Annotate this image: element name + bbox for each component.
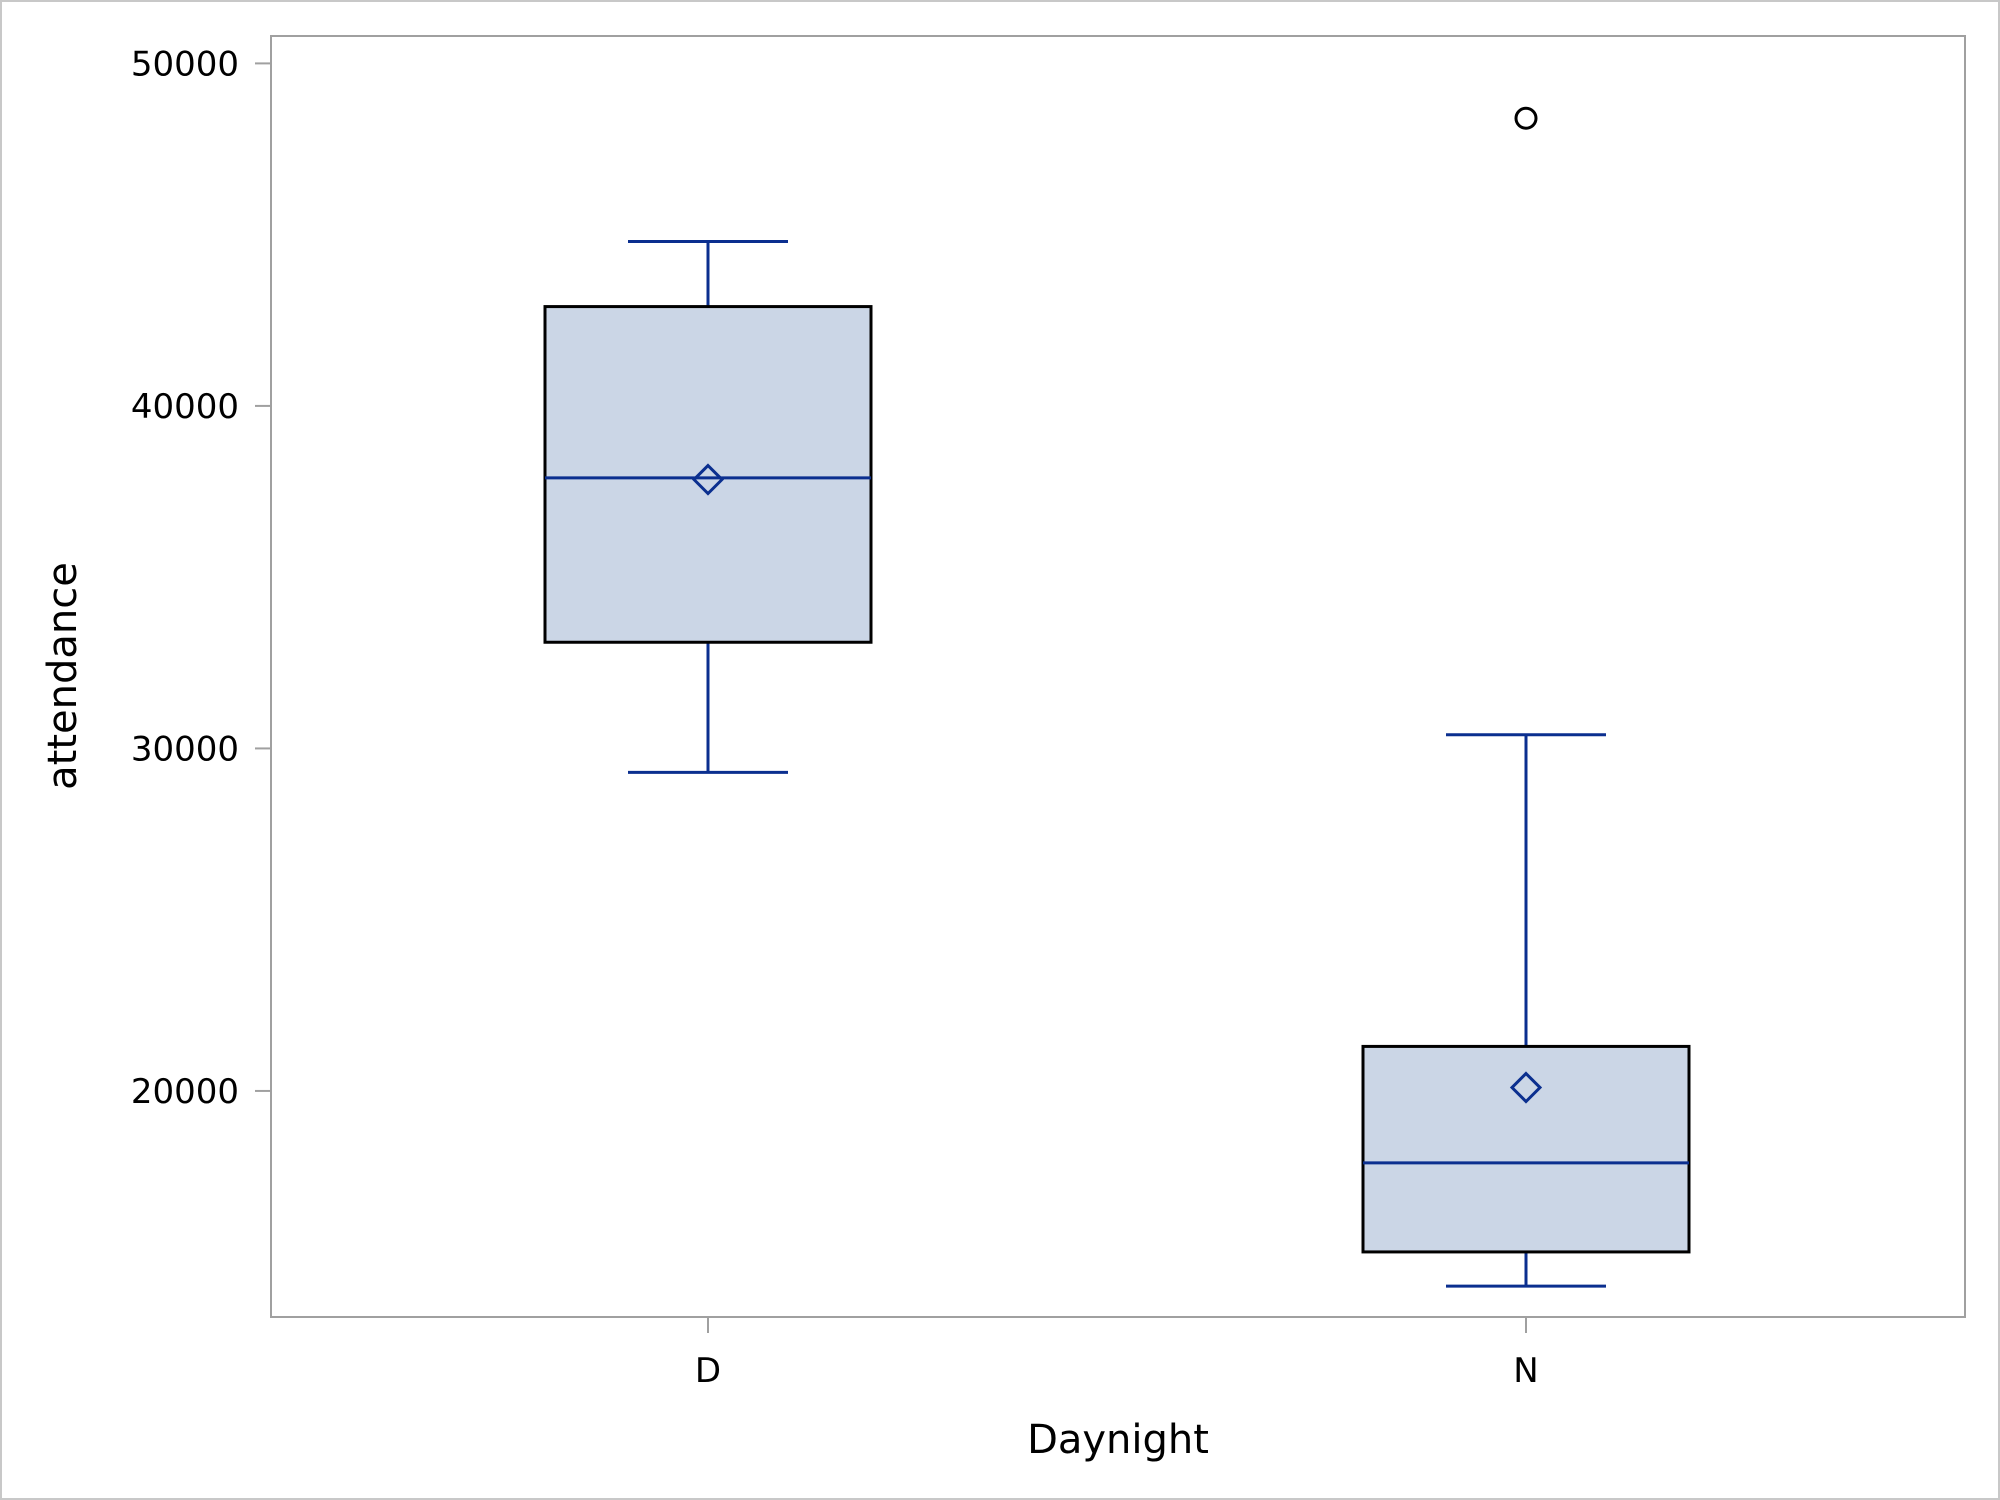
y-tick-label: 40000 (131, 387, 239, 427)
iqr-box (543, 305, 873, 644)
plot-area (270, 35, 1966, 1318)
mean-marker (1509, 1071, 1543, 1104)
box-group-N (1361, 106, 1691, 1288)
y-tick-label: 30000 (131, 729, 239, 769)
y-axis: 20000 30000 40000 50000 (131, 44, 271, 1112)
x-axis-title: Daynight (1027, 1417, 1209, 1463)
y-tick-label: 50000 (131, 44, 239, 84)
boxes-layer (543, 106, 1691, 1288)
iqr-box (1361, 1044, 1691, 1254)
outlier-point (1514, 106, 1538, 130)
y-axis-title: attendance (40, 562, 86, 790)
y-tick-label: 20000 (131, 1072, 239, 1112)
x-tick-label: N (1513, 1351, 1538, 1391)
box-group-D (543, 240, 873, 774)
x-tick-label: D (695, 1351, 721, 1391)
mean-marker (691, 463, 725, 496)
